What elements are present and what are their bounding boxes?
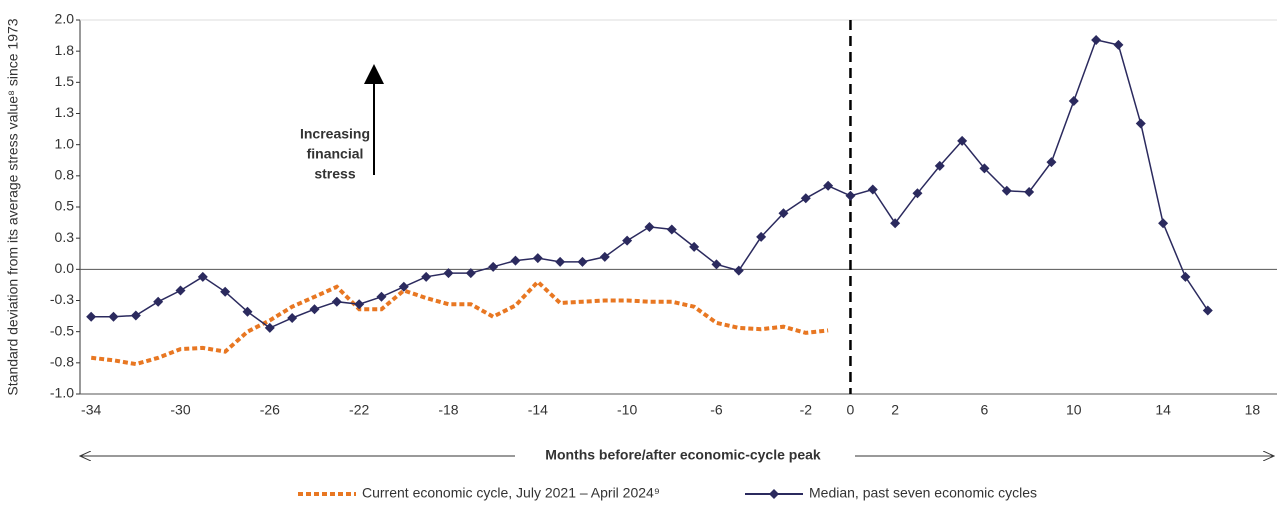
point — [331, 296, 342, 307]
point — [376, 291, 387, 302]
point — [934, 160, 945, 171]
point — [443, 268, 454, 279]
point — [1113, 39, 1124, 50]
point — [220, 286, 231, 297]
x-tick-label: 6 — [981, 402, 989, 418]
legend-label: Current economic cycle, July 2021 – Apri… — [362, 485, 660, 501]
x-tick-label: -10 — [617, 402, 637, 418]
point — [465, 268, 476, 279]
y-tick-label: 1.5 — [55, 73, 75, 89]
point — [800, 193, 811, 204]
y-tick-label: 0.3 — [55, 229, 75, 245]
point — [287, 312, 298, 323]
point — [1046, 157, 1057, 168]
point — [398, 281, 409, 292]
annotation: stress — [314, 166, 355, 182]
point — [1135, 118, 1146, 129]
y-tick-label: 1.0 — [55, 135, 75, 151]
point — [733, 265, 744, 276]
x-tick-label: 2 — [891, 402, 899, 418]
x-tick-label: -18 — [438, 402, 458, 418]
point — [108, 311, 119, 322]
y-tick-label: 1.3 — [55, 104, 75, 120]
point — [666, 224, 677, 235]
point — [1202, 305, 1213, 316]
point — [599, 251, 610, 262]
point — [309, 304, 320, 315]
point — [823, 180, 834, 191]
point — [1158, 218, 1169, 229]
y-axis-title: Standard deviation from its average stre… — [5, 18, 21, 395]
point — [175, 285, 186, 296]
point — [1001, 185, 1012, 196]
point — [577, 256, 588, 267]
y-tick-label: 0.0 — [55, 260, 75, 276]
point — [555, 256, 566, 267]
point — [890, 218, 901, 229]
point — [778, 208, 789, 219]
point — [957, 135, 968, 146]
point — [510, 255, 521, 266]
point — [1091, 34, 1102, 45]
x-tick-label: -26 — [260, 402, 280, 418]
x-axis-title: Months before/after economic-cycle peak — [545, 447, 821, 463]
point — [867, 184, 878, 195]
legend-label: Median, past seven economic cycles — [809, 485, 1037, 501]
point — [354, 299, 365, 310]
series-line — [91, 39, 1209, 329]
point — [532, 253, 543, 264]
annotation: Increasing — [300, 126, 370, 142]
point — [488, 261, 499, 272]
point — [421, 271, 432, 282]
point — [689, 241, 700, 252]
y-tick-label: 0.8 — [55, 167, 75, 183]
x-tick-label: 14 — [1155, 402, 1171, 418]
point — [644, 221, 655, 232]
series-line — [90, 278, 829, 367]
y-tick-label: 0.5 — [55, 198, 75, 214]
x-tick-label: -30 — [170, 402, 190, 418]
point — [912, 188, 923, 199]
y-tick-label: -1.0 — [50, 385, 74, 401]
point — [242, 306, 253, 317]
x-tick-label: -2 — [800, 402, 813, 418]
x-tick-label: 0 — [847, 402, 855, 418]
point — [1068, 96, 1079, 107]
y-tick-label: -0.3 — [50, 291, 74, 307]
x-tick-label: 18 — [1245, 402, 1261, 418]
point — [622, 235, 633, 246]
x-tick-label: -34 — [81, 402, 101, 418]
point — [86, 311, 97, 322]
x-tick-label: 10 — [1066, 402, 1082, 418]
y-tick-label: -0.8 — [50, 354, 74, 370]
annotation: financial — [307, 146, 364, 162]
point — [1180, 271, 1191, 282]
y-tick-label: -0.5 — [50, 322, 74, 338]
x-tick-label: -6 — [710, 402, 723, 418]
point — [153, 296, 164, 307]
point — [130, 310, 141, 321]
y-tick-label: 1.8 — [55, 42, 75, 58]
x-tick-label: -22 — [349, 402, 369, 418]
x-tick-label: -14 — [528, 402, 548, 418]
point — [979, 163, 990, 174]
legend-marker — [769, 489, 779, 499]
point — [756, 231, 767, 242]
point — [197, 271, 208, 282]
point — [264, 322, 275, 333]
point — [1024, 187, 1035, 198]
y-tick-label: 2.0 — [55, 11, 75, 27]
point — [711, 259, 722, 270]
point — [845, 190, 856, 201]
